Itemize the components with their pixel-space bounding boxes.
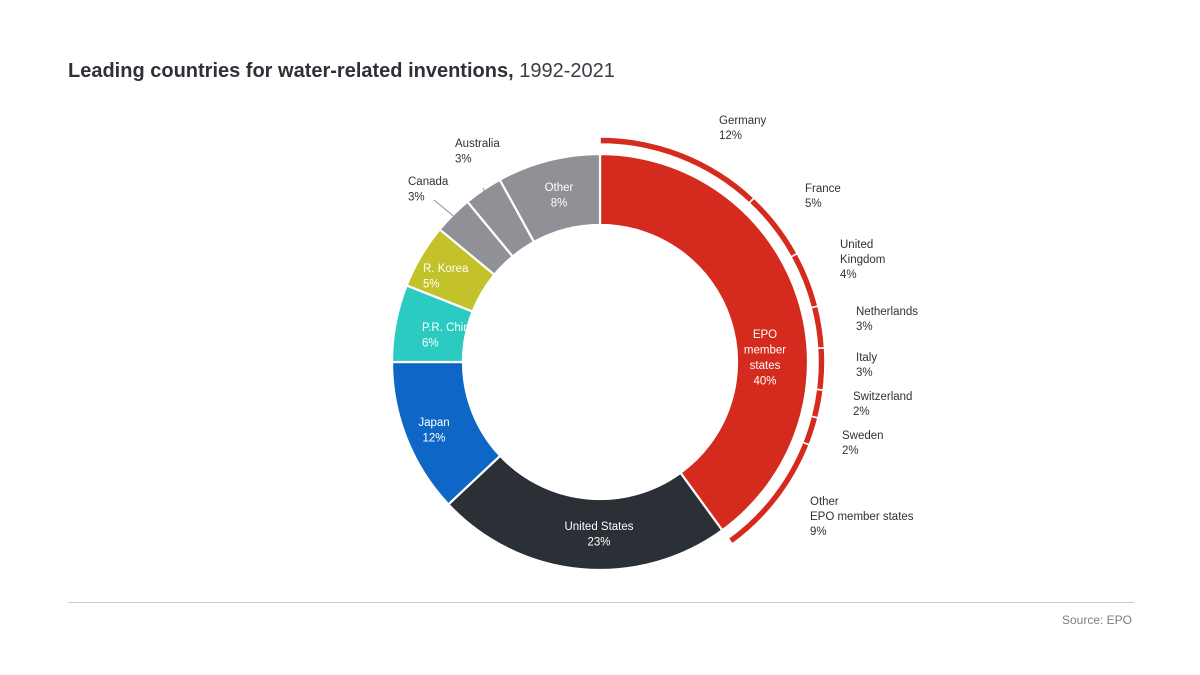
epo-label-germany: Germany 12% bbox=[719, 115, 767, 142]
epo-arc-sweden bbox=[801, 415, 819, 446]
leader-line-australia bbox=[482, 187, 487, 196]
epo-label-other-epo-member-states: Other EPO member states 9% bbox=[810, 496, 914, 538]
slice-united-states bbox=[446, 454, 724, 572]
slice-label-australia: Australia 3% bbox=[455, 138, 500, 166]
epo-arc-netherlands bbox=[810, 305, 826, 350]
chart-title: Leading countries for water-related inve… bbox=[68, 60, 615, 83]
epo-label-united-kingdom: United Kingdom 4% bbox=[840, 239, 885, 281]
slice-label-japan: Japan 12% bbox=[418, 417, 449, 445]
chart-title-years: 1992-2021 bbox=[519, 60, 615, 82]
slice-epo-member-states bbox=[598, 152, 810, 532]
slice-label-united-states: United States 23% bbox=[564, 521, 633, 549]
slice-label-epo-member-states: EPO member states 40% bbox=[744, 329, 786, 388]
leader-line-canada bbox=[433, 199, 458, 220]
epo-label-france: France 5% bbox=[805, 183, 841, 210]
epo-label-switzerland: Switzerland 2% bbox=[853, 391, 912, 418]
footer-divider bbox=[68, 602, 1134, 603]
slice-other bbox=[498, 152, 602, 244]
epo-arc-other-epo-member-states bbox=[727, 441, 811, 546]
epo-arc-switzerland bbox=[810, 388, 825, 419]
slice-label-canada: Canada 3% bbox=[408, 176, 449, 204]
slice-label-other: Other 8% bbox=[545, 182, 574, 210]
chart-title-main: Leading countries for water-related inve… bbox=[68, 60, 514, 82]
slice-label-r-korea: R. Korea 5% bbox=[423, 263, 469, 291]
donut-chart: EPO member states 40% United States 23% Japan 1… bbox=[390, 115, 918, 572]
slice-label-p-r-china: P.R. China 6% bbox=[422, 322, 477, 350]
epo-label-sweden: Sweden 2% bbox=[842, 430, 884, 457]
epo-label-italy: Italy 3% bbox=[856, 352, 877, 379]
source-note: Source: EPO bbox=[1061, 613, 1132, 627]
epo-arc-italy bbox=[815, 347, 826, 392]
epo-label-netherlands: Netherlands 3% bbox=[856, 306, 918, 333]
